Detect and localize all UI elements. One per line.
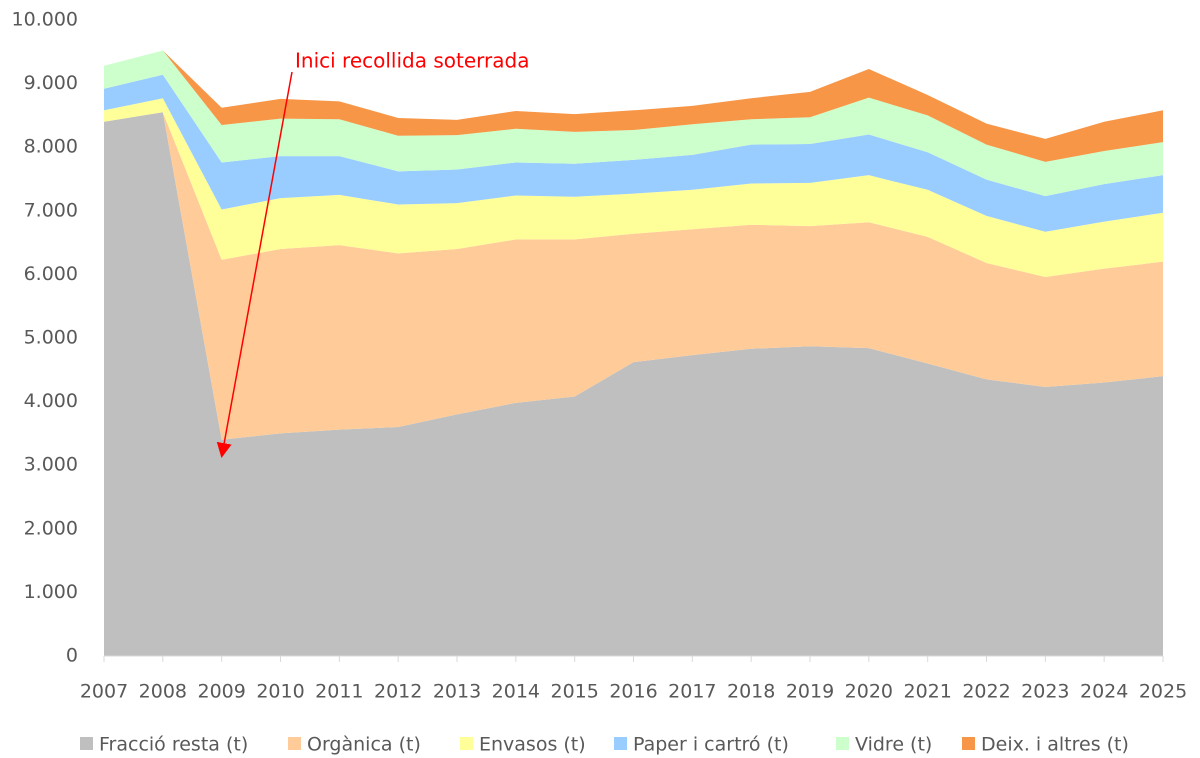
legend-label: Vidre (t)	[855, 734, 932, 756]
annotation-arrow	[216, 71, 293, 458]
x-tick-label: 2011	[315, 681, 363, 703]
x-tick-label: 2021	[903, 681, 951, 703]
area	[104, 50, 1163, 197]
x-tick-label: 2017	[668, 681, 716, 703]
x-tick-label: 2009	[197, 681, 245, 703]
y-tick-label: 9.000	[24, 72, 78, 94]
legend-label: Deix. i altres (t)	[981, 734, 1129, 756]
area	[104, 98, 1163, 277]
y-tick-label: 6.000	[24, 263, 78, 285]
x-tick-label: 2025	[1139, 681, 1187, 703]
legend-label: Paper i cartró (t)	[633, 734, 789, 756]
y-tick-label: 10.000	[12, 9, 78, 31]
annotation: Inici recollida soterrada	[295, 49, 529, 73]
x-tick-label: 2007	[80, 681, 128, 703]
legend-swatch	[962, 737, 975, 750]
y-tick-label: 3.000	[24, 454, 78, 476]
x-tick-label: 2016	[609, 681, 657, 703]
x-tick-label: 2019	[786, 681, 834, 703]
x-tick-label: 2015	[550, 681, 598, 703]
y-tick-label: 7.000	[24, 199, 78, 221]
y-tick-label: 4.000	[24, 390, 78, 412]
y-tick-label: 5.000	[24, 327, 78, 349]
x-tick-label: 2013	[433, 681, 481, 703]
legend-label: Envasos (t)	[479, 734, 586, 756]
x-tick-label: 2024	[1080, 681, 1128, 703]
area	[104, 74, 1163, 232]
area	[104, 112, 1163, 440]
y-tick-label: 2.000	[24, 517, 78, 539]
plot-area	[104, 50, 1163, 657]
x-tick-label: 2023	[1021, 681, 1069, 703]
x-tick-label: 2020	[845, 681, 893, 703]
legend-swatch	[836, 737, 849, 750]
area	[104, 112, 1163, 657]
area	[104, 50, 1163, 162]
legend-swatch	[614, 737, 627, 750]
legend-label: Fracció resta (t)	[99, 734, 248, 756]
x-tick-label: 2022	[962, 681, 1010, 703]
y-tick-label: 0	[66, 645, 78, 667]
x-tick-label: 2014	[492, 681, 540, 703]
x-tick-label: 2018	[727, 681, 775, 703]
legend-swatch	[288, 737, 301, 750]
x-tick-label: 2008	[139, 681, 187, 703]
y-tick-label: 1.000	[24, 581, 78, 603]
x-tick-label: 2012	[374, 681, 422, 703]
legend-label: Orgànica (t)	[307, 734, 421, 756]
y-tick-label: 8.000	[24, 136, 78, 158]
x-tick-label: 2010	[256, 681, 304, 703]
legend-swatch	[80, 737, 93, 750]
legend-swatch	[460, 737, 473, 750]
